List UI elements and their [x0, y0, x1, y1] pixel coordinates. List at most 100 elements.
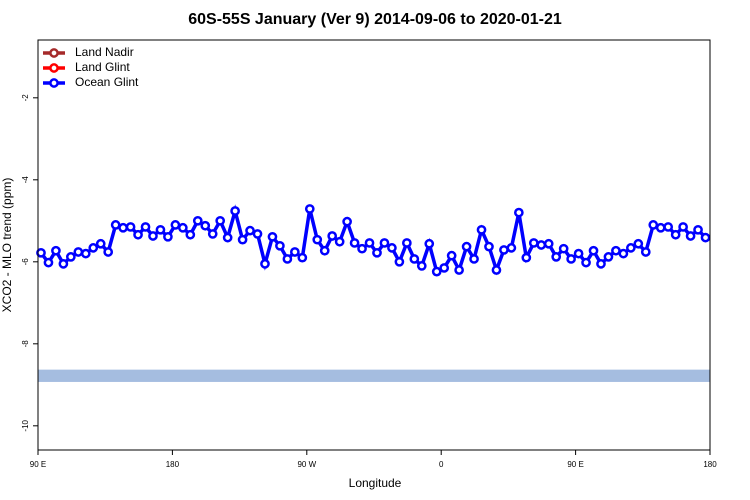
data-point: [387, 243, 397, 253]
data-point: [230, 206, 240, 216]
data-point: [349, 238, 360, 248]
data-point: [581, 257, 591, 268]
data-point: [379, 238, 390, 248]
data-point: [596, 259, 606, 269]
data-point: [43, 257, 54, 268]
x-axis-label: Longitude: [349, 476, 402, 490]
y-tick-label: -4: [21, 176, 30, 184]
data-point: [304, 204, 315, 214]
data-point: [670, 229, 681, 240]
chart-title: 60S-55S January (Ver 9) 2014-09-06 to 20…: [188, 11, 562, 28]
data-point: [603, 252, 614, 262]
plot-frame: [37, 39, 711, 451]
data-point: [312, 234, 323, 245]
data-point: [342, 216, 352, 227]
legend-marker: [49, 63, 59, 73]
data-point: [125, 222, 136, 232]
data-point: [663, 222, 674, 232]
data-point: [95, 238, 106, 249]
data-point: [416, 261, 427, 271]
data-point: [192, 215, 203, 226]
data-point: [110, 220, 121, 230]
data-point: [364, 238, 375, 248]
data-point: [700, 232, 711, 243]
data-point: [476, 224, 487, 235]
data-point: [133, 229, 143, 240]
data-point: [514, 207, 524, 218]
legend-label: Land Nadir: [75, 45, 134, 59]
legend-marker: [49, 78, 59, 88]
data-point: [461, 241, 472, 252]
x-tick-label: 180: [703, 460, 717, 469]
data-point: [319, 245, 330, 256]
data-point: [51, 245, 61, 256]
data-point: [58, 259, 69, 269]
y-axis-label: XCO2 - MLO trend (ppm): [0, 178, 14, 313]
data-point: [409, 254, 420, 264]
data-point: [693, 224, 703, 235]
data-point: [454, 265, 464, 275]
data-point: [290, 247, 300, 257]
data-point: [148, 231, 158, 241]
y-tick-label: -6: [21, 258, 30, 266]
data-point: [573, 248, 584, 259]
data-point: [155, 224, 166, 235]
data-point: [469, 254, 479, 264]
data-point: [521, 252, 532, 263]
data-point: [334, 236, 345, 247]
data-point: [357, 243, 367, 254]
data-point: [528, 238, 539, 248]
data-point: [402, 238, 412, 248]
data-point: [103, 247, 114, 257]
data-point: [297, 252, 308, 263]
data-point: [484, 241, 494, 252]
reference-band: [38, 369, 710, 382]
y-tick-label: -2: [21, 94, 30, 102]
data-point: [170, 220, 181, 230]
data-point: [558, 243, 569, 254]
legend-marker: [49, 48, 59, 58]
data-point: [506, 243, 517, 253]
data-point: [66, 252, 76, 262]
data-point: [655, 222, 666, 233]
data-point: [73, 247, 84, 257]
data-point: [275, 240, 285, 251]
data-point: [640, 247, 651, 257]
data-point: [185, 229, 196, 240]
data-point: [237, 234, 248, 245]
data-point: [439, 263, 450, 273]
data-point: [424, 238, 435, 249]
data-point: [394, 256, 405, 267]
y-tick-label: -10: [21, 419, 30, 431]
data-point: [685, 231, 696, 241]
y-tick-label: -8: [21, 340, 30, 348]
data-point: [551, 252, 562, 262]
data-point: [499, 245, 509, 255]
data-point: [648, 220, 659, 230]
data-point: [140, 222, 151, 232]
data-point: [678, 222, 688, 232]
data-point: [446, 250, 457, 261]
x-tick-label: 90 W: [297, 460, 316, 469]
data-point: [618, 248, 629, 259]
data-point: [163, 231, 173, 242]
data-point: [372, 247, 382, 258]
data-point: [88, 243, 99, 253]
data-point: [200, 220, 211, 231]
data-point: [536, 240, 547, 250]
x-tick-label: 90 E: [567, 460, 583, 469]
data-point: [626, 243, 636, 253]
x-tick-label: 90 E: [30, 460, 46, 469]
data-point: [36, 247, 46, 258]
data-point: [215, 215, 226, 226]
data-point: [222, 232, 233, 243]
data-point: [207, 229, 218, 239]
legend-label: Ocean Glint: [75, 75, 139, 89]
data-point: [543, 238, 554, 249]
x-tick-label: 0: [439, 460, 444, 469]
data-point: [588, 245, 599, 256]
x-tick-label: 180: [166, 460, 180, 469]
data-point: [566, 254, 576, 264]
